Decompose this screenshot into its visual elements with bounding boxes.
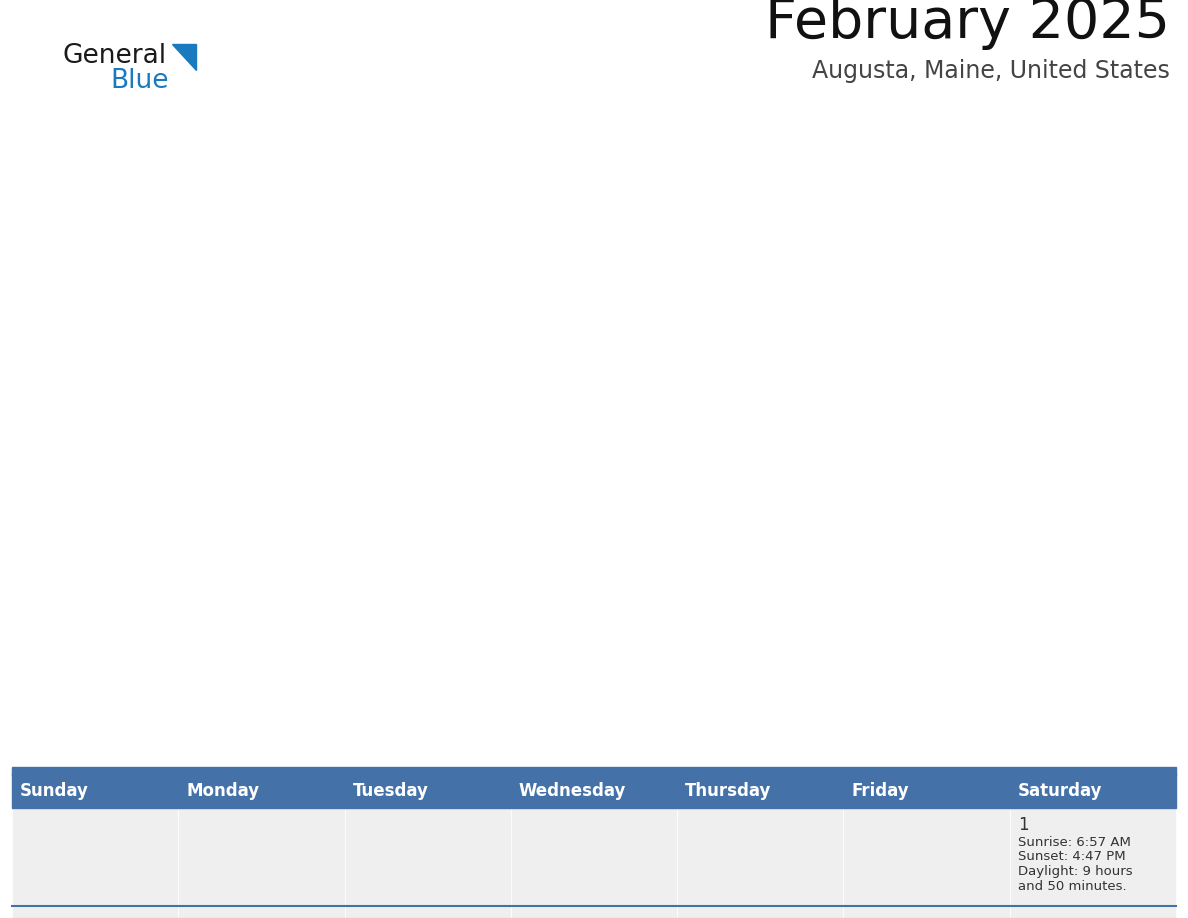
Text: Sunrise: 6:57 AM: Sunrise: 6:57 AM: [1018, 836, 1131, 849]
Text: 1: 1: [1018, 816, 1029, 834]
Bar: [843, 808, 1010, 918]
Bar: [1010, 906, 1176, 918]
Text: General: General: [62, 43, 166, 69]
Text: Monday: Monday: [187, 781, 259, 800]
Bar: [1010, 773, 1176, 808]
Bar: [843, 773, 1010, 808]
Polygon shape: [172, 44, 196, 70]
Bar: [12, 773, 178, 808]
Bar: [677, 906, 843, 918]
Bar: [345, 906, 511, 918]
Text: Wednesday: Wednesday: [519, 781, 626, 800]
Bar: [511, 773, 677, 808]
Text: Blue: Blue: [110, 68, 169, 94]
Bar: [178, 808, 345, 918]
Text: Sunset: 4:47 PM: Sunset: 4:47 PM: [1018, 850, 1125, 864]
Bar: [1010, 808, 1176, 918]
Text: February 2025: February 2025: [765, 0, 1170, 50]
Text: Daylight: 9 hours: Daylight: 9 hours: [1018, 865, 1132, 878]
Bar: [511, 808, 677, 918]
Text: Friday: Friday: [852, 781, 909, 800]
Bar: [843, 906, 1010, 918]
Bar: [677, 808, 843, 918]
Bar: [12, 767, 1176, 775]
Text: Sunday: Sunday: [20, 781, 89, 800]
Bar: [12, 906, 178, 918]
Text: Tuesday: Tuesday: [353, 781, 429, 800]
Text: Augusta, Maine, United States: Augusta, Maine, United States: [813, 59, 1170, 83]
Bar: [178, 773, 345, 808]
Text: Thursday: Thursday: [685, 781, 771, 800]
Bar: [345, 773, 511, 808]
Bar: [345, 808, 511, 918]
Bar: [677, 773, 843, 808]
Text: Saturday: Saturday: [1018, 781, 1102, 800]
Bar: [12, 808, 178, 918]
Text: and 50 minutes.: and 50 minutes.: [1018, 879, 1126, 892]
Bar: [178, 906, 345, 918]
Bar: [511, 906, 677, 918]
